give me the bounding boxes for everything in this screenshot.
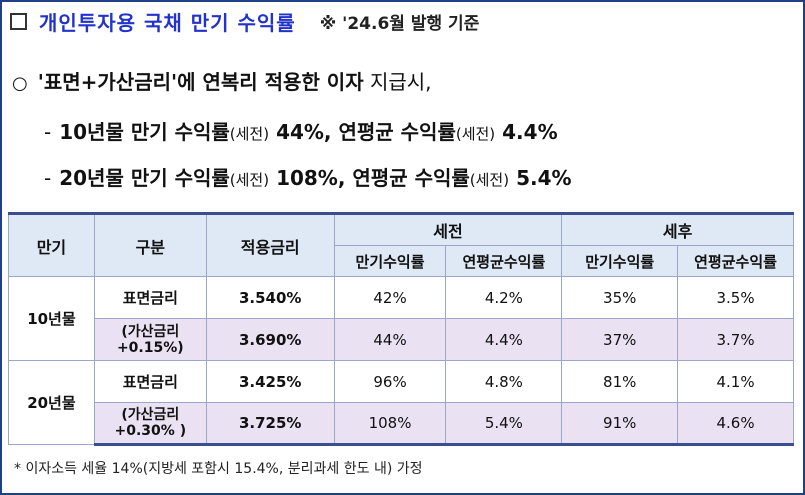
title-row: 개인투자용 국채 만기 수익률 ※ '24.6월 발행 기준 <box>10 6 479 36</box>
pretax-maturity-cell: 108% <box>333 402 447 446</box>
header-posttax-maturity-yield: 만기수익률 <box>561 245 679 277</box>
intro-normal-text: 지급시, <box>369 70 432 94</box>
pretax-maturity-cell: 96% <box>333 360 447 403</box>
header-type: 구분 <box>93 212 207 277</box>
posttax-annual-cell: 3.7% <box>677 318 794 361</box>
line2-part-b: 108%, 연평균 수익률 <box>276 166 470 190</box>
header-rate: 적용금리 <box>205 212 335 277</box>
header-maturity: 만기 <box>8 212 95 277</box>
posttax-annual-cell: 4.6% <box>677 402 794 446</box>
summary-intro: ○ '표면+가산금리'에 연복리 적용한 이자 지급시, <box>12 66 432 95</box>
pretax-annual-cell: 5.4% <box>445 402 563 446</box>
type-cell: 표면금리 <box>93 360 207 403</box>
posttax-maturity-cell: 35% <box>561 276 679 319</box>
pretax-maturity-cell: 44% <box>333 318 447 361</box>
pretax-annual-cell: 4.8% <box>445 360 563 403</box>
type-line-1: (가산금리 <box>121 407 180 423</box>
line2-note-b: (세전) <box>469 171 510 189</box>
posttax-maturity-cell: 81% <box>561 360 679 403</box>
maturity-cell: 20년물 <box>8 360 95 445</box>
dash-bullet: - <box>44 166 52 190</box>
footnote: * 이자소득 세율 14%(지방세 포함시 15.4%, 분리과세 한도 내) … <box>14 461 423 477</box>
summary-line-10y: -10년물 만기 수익률(세전) 44%, 연평균 수익률(세전) 4.4% <box>44 116 558 145</box>
table-row: 10년물 표면금리 3.540% 42% 4.2% 35% 3.5% <box>8 276 794 361</box>
posttax-maturity-cell: 37% <box>561 318 679 361</box>
dash-bullet: - <box>44 120 52 144</box>
page-title: 개인투자용 국채 만기 수익률 <box>39 10 296 35</box>
line1-note-b: (세전) <box>455 125 496 143</box>
line1-note-a: (세전) <box>229 125 270 143</box>
line2-note-a: (세전) <box>229 171 270 189</box>
posttax-annual-cell: 4.1% <box>677 360 794 403</box>
type-cell: (가산금리 +0.30% ) <box>93 402 207 446</box>
pretax-maturity-cell: 42% <box>333 276 447 319</box>
header-pretax-maturity-yield: 만기수익률 <box>333 245 447 277</box>
type-cell: 표면금리 <box>93 276 207 319</box>
table-row: (가산금리 +0.30% ) 3.725% 108% 5.4% 91% 4.6% <box>9 402 794 446</box>
line1-part-b: 44%, 연평균 수익률 <box>276 120 456 144</box>
header-posttax: 세후 <box>561 212 794 246</box>
rate-cell: 3.690% <box>205 318 335 361</box>
line1-part-c: 4.4% <box>502 120 558 144</box>
circle-bullet-icon: ○ <box>12 73 28 94</box>
type-line-2: +0.15%) <box>116 339 184 356</box>
posttax-annual-cell: 3.5% <box>677 276 794 319</box>
header-pretax-annual-yield: 연평균수익률 <box>445 245 563 277</box>
title-note: ※ '24.6월 발행 기준 <box>319 13 480 34</box>
pretax-annual-cell: 4.2% <box>445 276 563 319</box>
rate-cell: 3.725% <box>205 402 335 446</box>
table-row: (가산금리 +0.15%) 3.690% 44% 4.4% 37% 3.7% <box>9 318 794 361</box>
checkbox-icon <box>10 12 27 30</box>
header-posttax-annual-yield: 연평균수익률 <box>677 245 794 277</box>
summary-line-20y: -20년물 만기 수익률(세전) 108%, 연평균 수익률(세전) 5.4% <box>44 162 572 191</box>
yield-table: 만기 구분 적용금리 세전 세후 만기수익률 연평균수익률 만기수익률 연평균수… <box>8 212 794 446</box>
pretax-annual-cell: 4.4% <box>445 318 563 361</box>
rate-cell: 3.540% <box>205 276 335 319</box>
type-line-1: (가산금리 <box>121 323 180 340</box>
type-line-2: +0.30% ) <box>114 423 187 439</box>
maturity-cell: 10년물 <box>8 276 95 361</box>
table-row: 20년물 표면금리 3.425% 96% 4.8% 81% 4.1% <box>8 360 794 445</box>
rate-cell: 3.425% <box>205 360 335 403</box>
line1-part-a: 10년물 만기 수익률 <box>59 120 230 144</box>
posttax-maturity-cell: 91% <box>561 402 679 446</box>
intro-bold-text: '표면+가산금리'에 연복리 적용한 이자 <box>37 70 364 94</box>
line2-part-a: 20년물 만기 수익률 <box>59 166 230 190</box>
line2-part-c: 5.4% <box>516 166 572 190</box>
header-pretax: 세전 <box>333 212 563 246</box>
type-cell: (가산금리 +0.15%) <box>93 318 207 361</box>
